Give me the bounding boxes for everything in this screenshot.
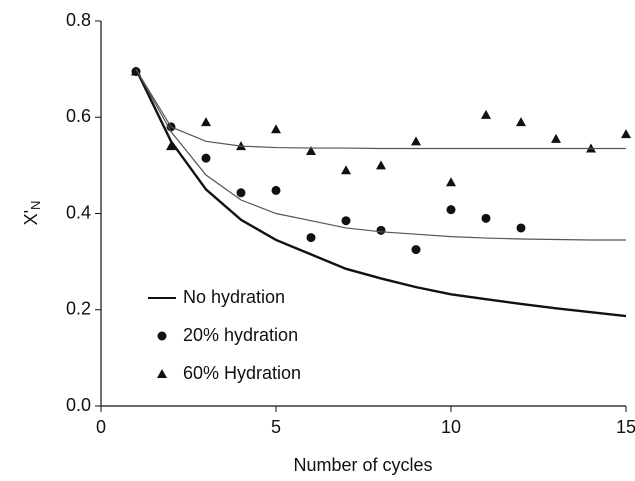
data-point xyxy=(376,225,386,235)
data-point xyxy=(306,233,316,243)
data-point xyxy=(306,145,316,155)
series-line xyxy=(135,68,626,241)
y-label-main: X' xyxy=(21,210,41,225)
data-point xyxy=(551,133,561,143)
data-point xyxy=(481,109,491,119)
legend-swatch xyxy=(157,369,167,378)
data-point xyxy=(621,129,631,139)
data-point xyxy=(236,188,246,198)
y-tick-label: 0.0 xyxy=(66,395,91,415)
data-point xyxy=(411,245,421,255)
x-axis-label: Number of cycles xyxy=(293,455,432,475)
data-point xyxy=(411,136,421,146)
data-point xyxy=(166,141,176,151)
y-label-sub: N xyxy=(28,201,43,210)
x-tick-label: 15 xyxy=(616,417,635,437)
y-tick-label: 0.4 xyxy=(66,202,91,222)
data-point xyxy=(271,185,281,195)
data-point xyxy=(201,153,211,163)
x-tick-label: 0 xyxy=(96,417,106,437)
data-point xyxy=(271,124,281,134)
y-tick-label: 0.8 xyxy=(66,10,91,30)
y-axis-label: X'N xyxy=(21,201,44,226)
data-point xyxy=(341,216,351,226)
series-line xyxy=(134,68,627,318)
legend-label: No hydration xyxy=(183,287,285,307)
data-point xyxy=(446,205,456,215)
data-point xyxy=(516,117,526,127)
data-point xyxy=(516,223,526,233)
data-point xyxy=(376,160,386,170)
y-tick-label: 0.2 xyxy=(66,299,91,319)
x-tick-label: 10 xyxy=(441,417,461,437)
y-axis-label-group: X'N xyxy=(21,201,44,226)
data-point xyxy=(341,165,351,175)
x-tick-label: 5 xyxy=(271,417,281,437)
data-point xyxy=(481,213,491,223)
y-tick-label: 0.6 xyxy=(66,106,91,126)
series-line xyxy=(135,68,626,150)
legend-label: 20% hydration xyxy=(183,325,298,345)
data-point xyxy=(201,117,211,127)
data-point xyxy=(446,177,456,187)
legend-swatch xyxy=(157,331,167,341)
legend-label: 60% Hydration xyxy=(183,363,301,383)
